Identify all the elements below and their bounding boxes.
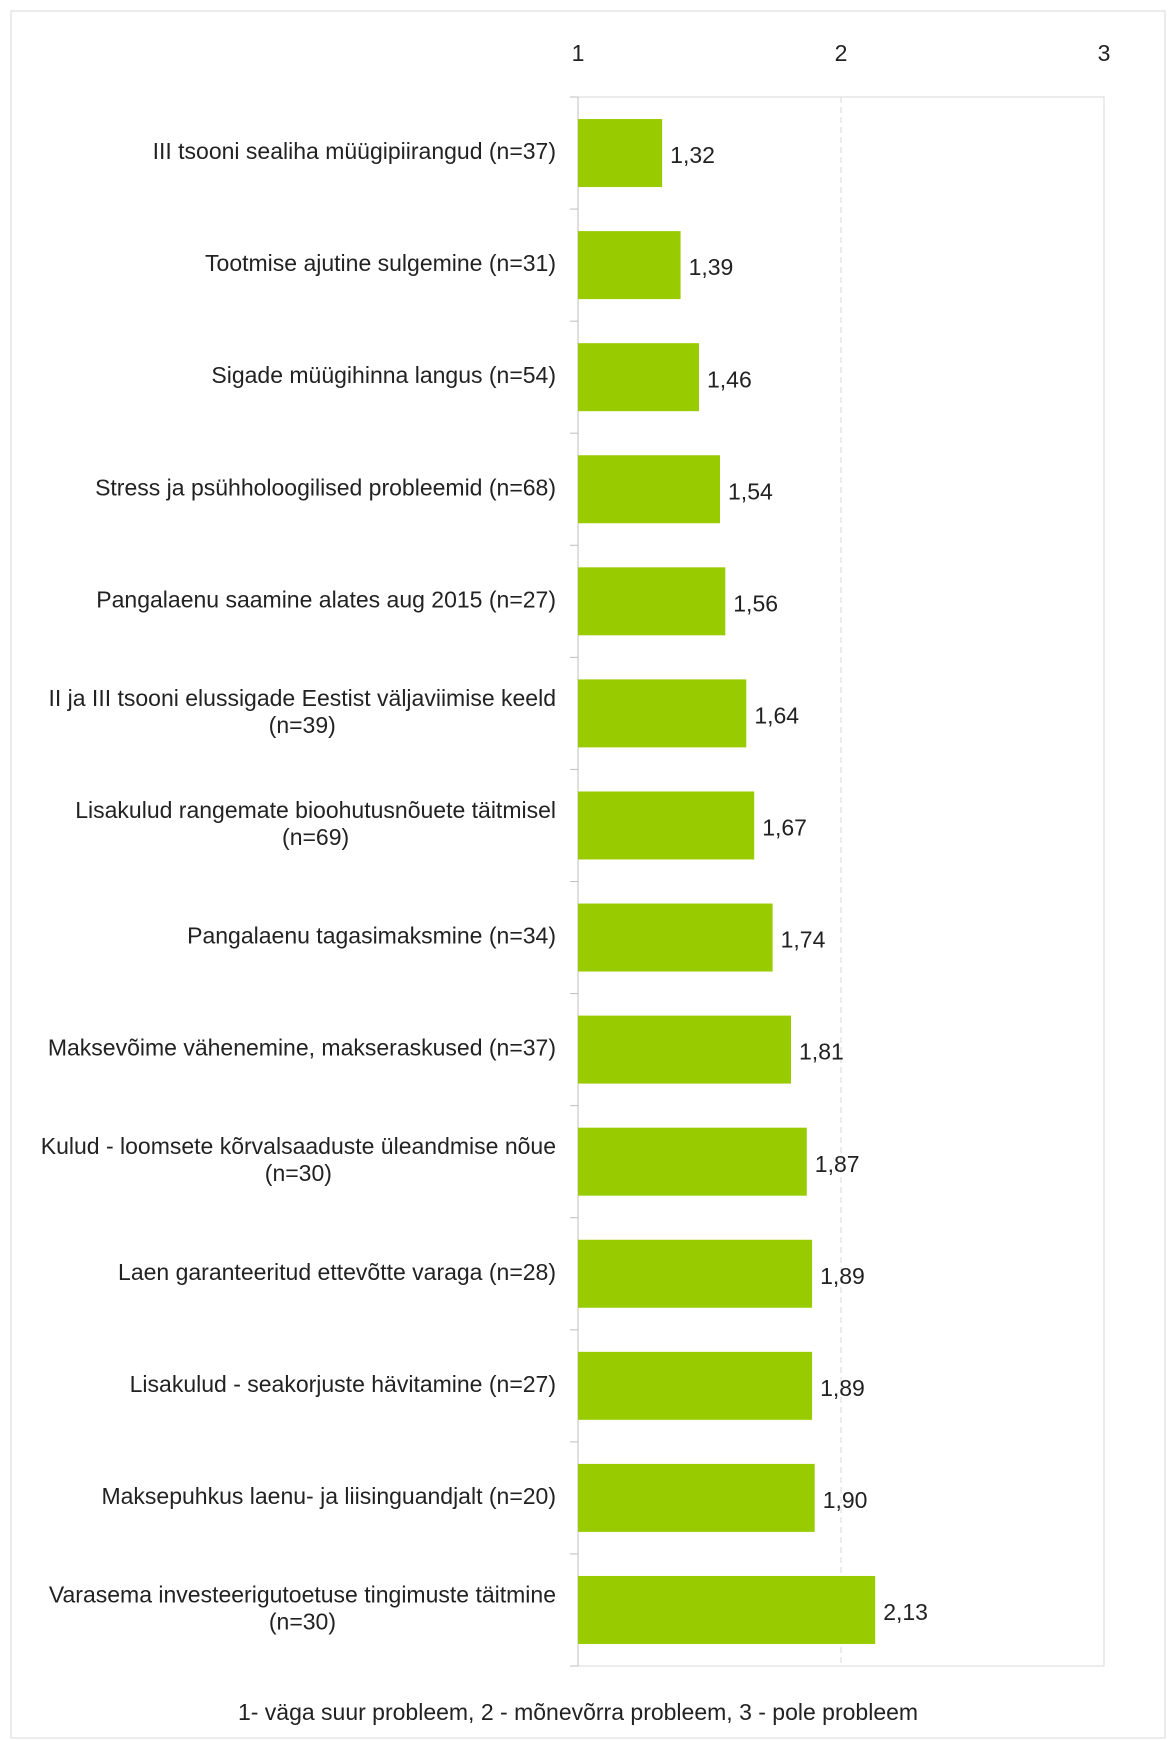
y-tick-label: Maksepuhkus laenu- ja liisinguandjalt (n… [101,1483,556,1509]
data-label: 1,89 [820,1263,865,1289]
y-tick-label: Laen garanteeritud ettevõtte varaga (n=2… [118,1259,556,1285]
data-label: 1,64 [754,702,799,728]
x-tick-label: 1 [572,40,585,66]
data-label: 1,32 [670,142,715,168]
bar [578,791,755,860]
data-label: 1,90 [823,1487,868,1513]
bar [578,903,773,972]
y-tick-label: Sigade müügihinna langus (n=54) [211,362,556,388]
y-tick-label: II ja III tsooni elussigade Eestist välj… [48,685,556,738]
data-label: 1,46 [707,366,752,392]
bar [578,1015,792,1084]
y-tick-label: Kulud - loomsete kõrvalsaaduste üleandmi… [41,1133,556,1186]
bar [578,231,681,300]
data-label: 1,74 [781,927,826,953]
data-label: 1,87 [815,1151,860,1177]
bar [578,1575,876,1644]
y-tick-label: Varasema investeerigutoetuse tingimuste … [49,1582,556,1635]
data-label: 1,56 [733,590,778,616]
bar [578,343,699,412]
y-tick-label: Pangalaenu tagasimaksmine (n=34) [187,923,556,949]
y-tick-label: III tsooni sealiha müügipiirangud (n=37) [153,138,556,164]
y-tick-label: Pangalaenu saamine alates aug 2015 (n=27… [96,586,556,612]
data-label: 1,81 [799,1039,844,1065]
y-tick-label: Lisakulud - seakorjuste hävitamine (n=27… [130,1371,556,1397]
bar [578,1463,815,1532]
bar [578,1351,813,1420]
y-tick-label: Lisakulud rangemate bioohutusnõuete täit… [75,797,556,850]
bar [578,119,663,188]
data-label: 2,13 [883,1599,928,1625]
bar [578,567,726,636]
bar [578,1127,807,1196]
bar [578,455,721,524]
data-label: 1,67 [762,815,807,841]
y-tick-label: Maksevõime vähenemine, makseraskused (n=… [48,1035,556,1061]
y-tick-label: Tootmise ajutine sulgemine (n=31) [205,250,556,276]
x-tick-label: 3 [1098,40,1111,66]
axis-note: 1- väga suur probleem, 2 - mõnevõrra pro… [238,1699,918,1725]
bar [578,1239,813,1308]
bar [578,679,747,748]
data-label: 1,39 [689,254,734,280]
x-tick-label: 2 [835,40,848,66]
data-label: 1,54 [728,478,773,504]
data-label: 1,89 [820,1375,865,1401]
y-tick-label: Stress ja psühholoogilised probleemid (n… [95,474,556,500]
